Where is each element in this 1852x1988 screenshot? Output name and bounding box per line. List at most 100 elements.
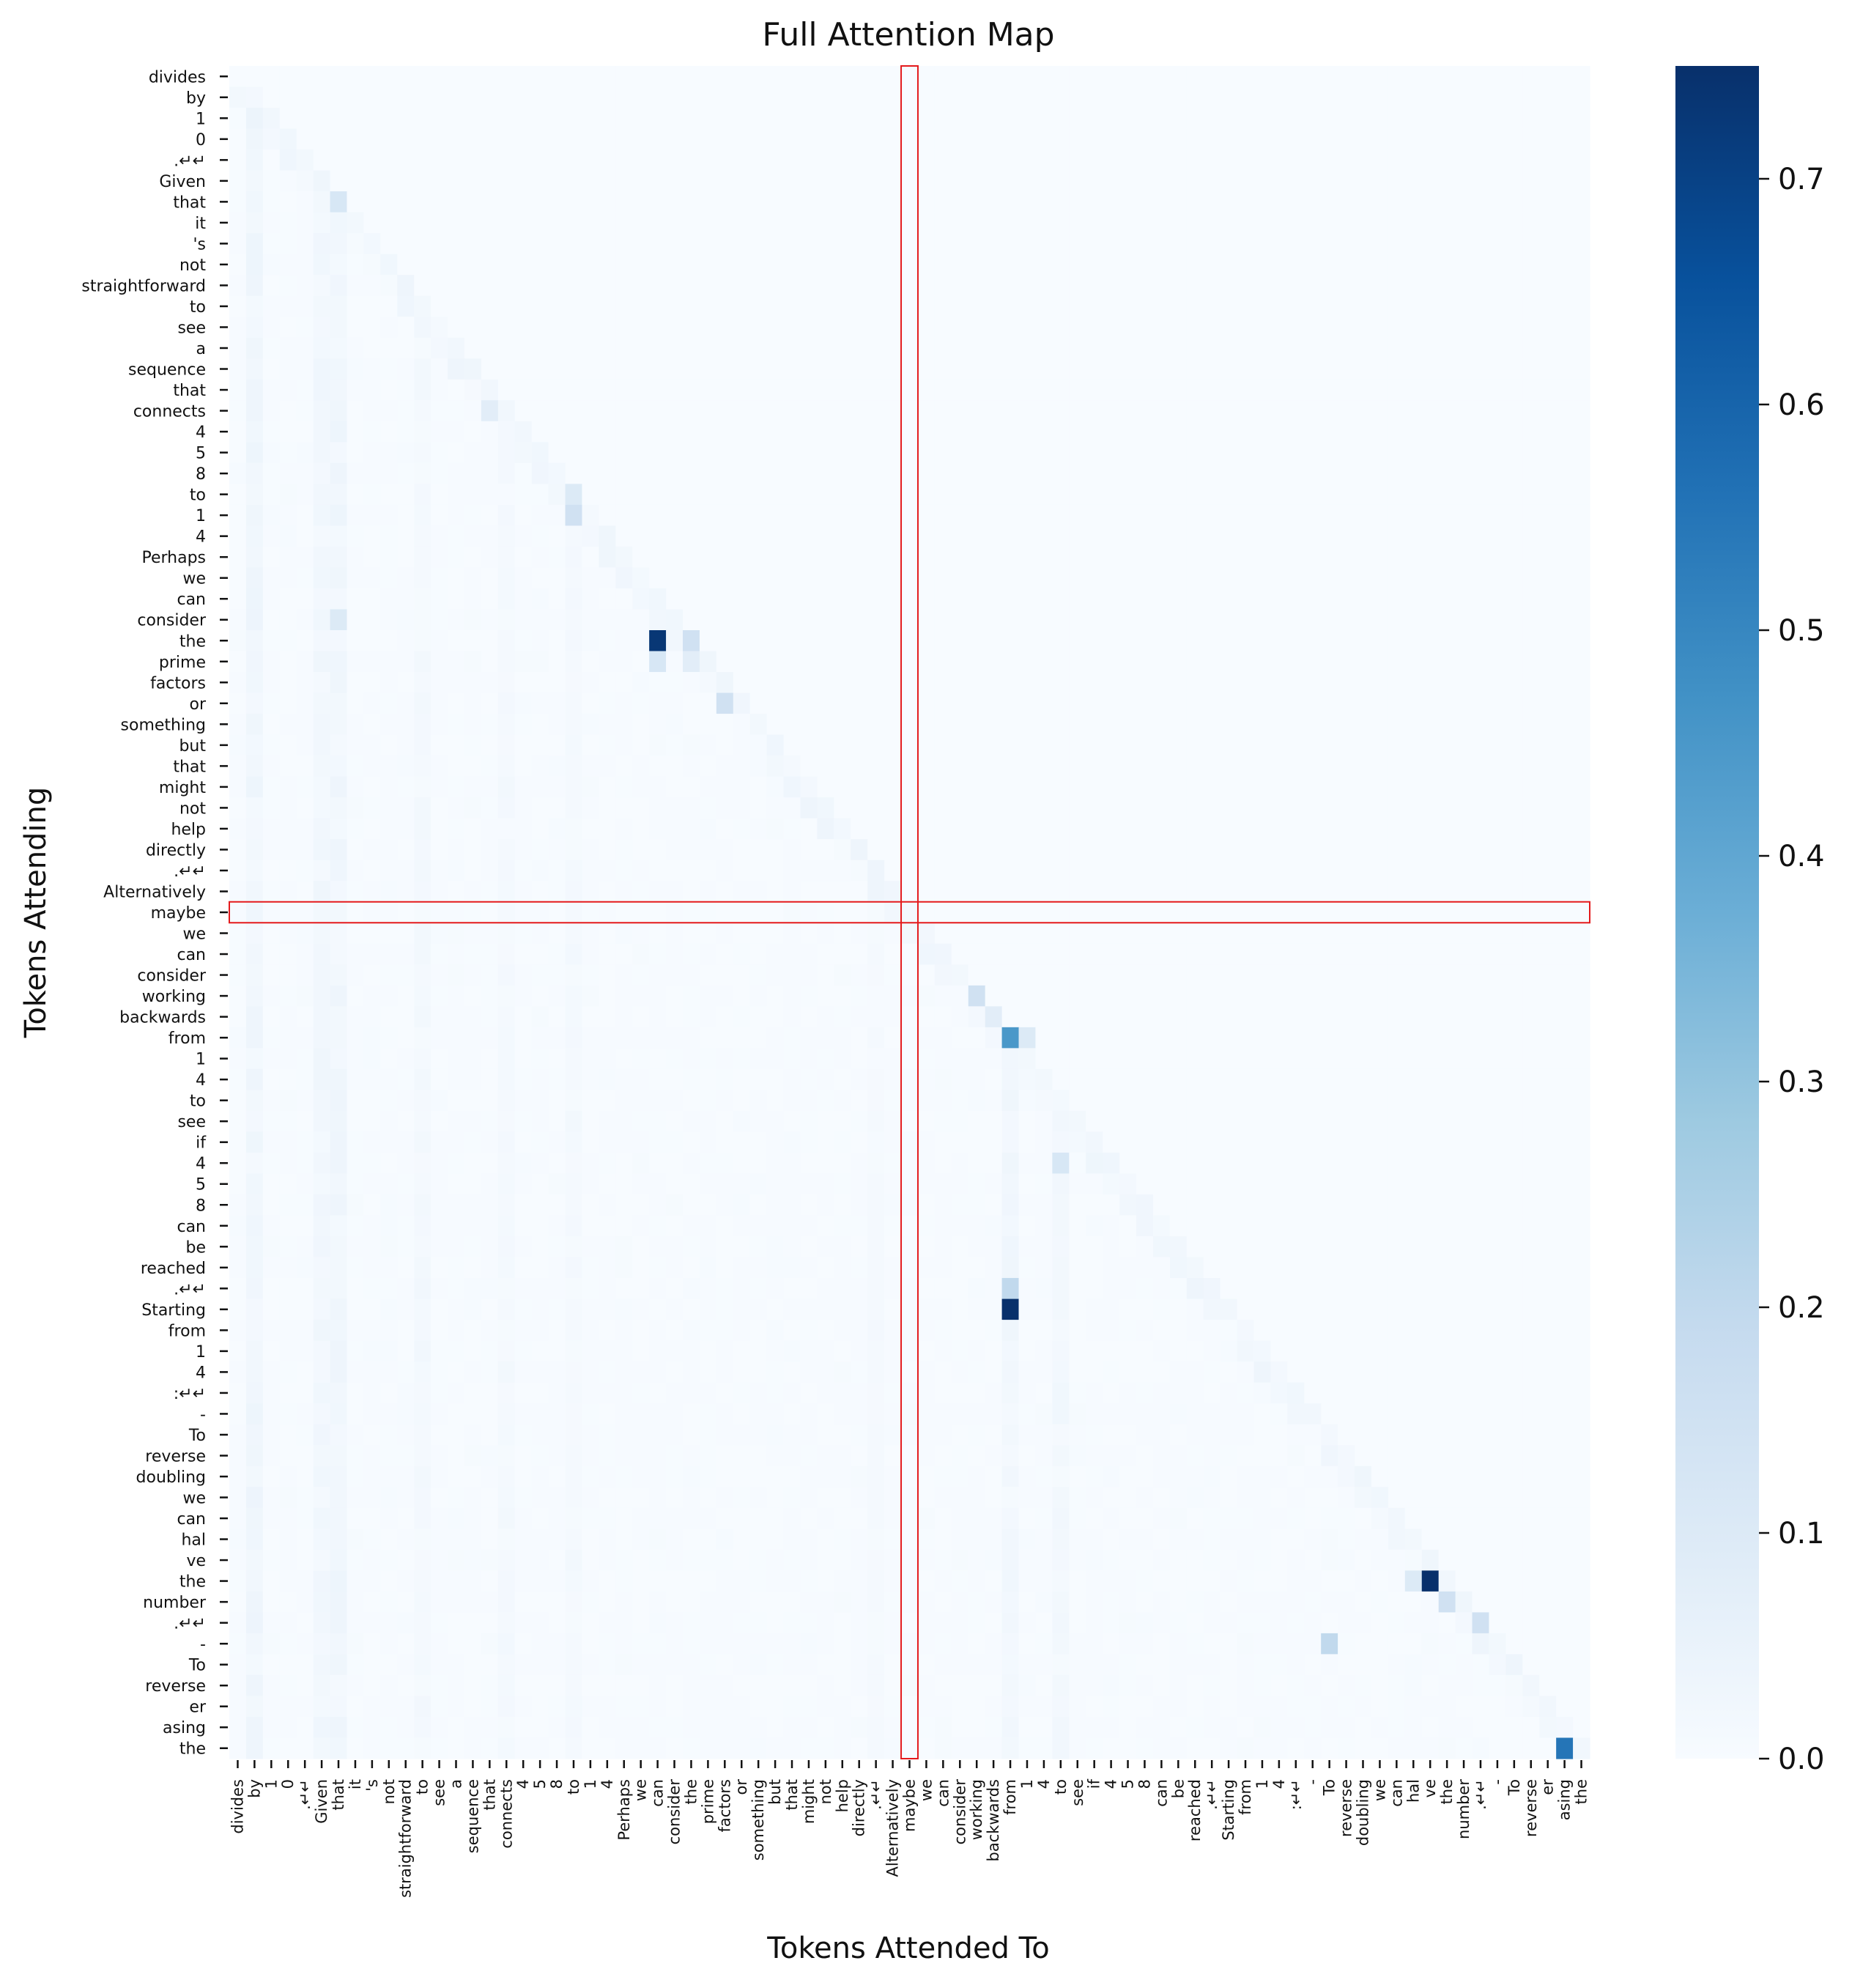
heatmap-cell bbox=[1186, 337, 1204, 359]
heatmap-cell bbox=[1018, 692, 1037, 714]
heatmap-cell bbox=[1321, 86, 1338, 108]
heatmap-cell bbox=[1438, 839, 1456, 861]
heatmap-cell bbox=[917, 525, 936, 547]
heatmap-cell bbox=[1287, 1027, 1305, 1049]
heatmap-cell bbox=[1489, 108, 1506, 130]
heatmap-cell bbox=[497, 317, 516, 339]
heatmap-cell bbox=[1321, 881, 1338, 903]
heatmap-cell bbox=[800, 1278, 818, 1300]
heatmap-cell bbox=[699, 191, 717, 213]
heatmap-cell bbox=[1338, 317, 1355, 339]
heatmap-cell bbox=[1220, 881, 1238, 903]
heatmap-cell bbox=[1119, 442, 1137, 464]
heatmap-cell bbox=[464, 651, 482, 673]
heatmap-cell bbox=[666, 108, 684, 130]
heatmap-cell bbox=[1052, 567, 1070, 589]
heatmap-cell bbox=[1237, 588, 1255, 610]
heatmap-cell bbox=[1355, 1110, 1372, 1133]
heatmap-cell bbox=[867, 442, 885, 464]
heatmap-cell bbox=[1001, 1278, 1020, 1300]
heatmap-cell bbox=[766, 108, 785, 130]
heatmap-cell bbox=[599, 254, 616, 276]
heatmap-cell bbox=[968, 66, 986, 88]
heatmap-cell bbox=[397, 567, 415, 589]
heatmap-cell bbox=[985, 818, 1003, 840]
heatmap-cell bbox=[867, 546, 885, 569]
heatmap-cell bbox=[1018, 66, 1037, 88]
heatmap-cell bbox=[1103, 797, 1120, 819]
heatmap-cell bbox=[716, 755, 734, 777]
heatmap-cell bbox=[1119, 254, 1137, 276]
heatmap-cell bbox=[1522, 1320, 1540, 1342]
heatmap-cell bbox=[834, 1110, 851, 1133]
heatmap-cell bbox=[497, 128, 516, 150]
heatmap-cell bbox=[565, 714, 583, 736]
heatmap-cell bbox=[548, 818, 566, 840]
heatmap-cell bbox=[1505, 692, 1523, 714]
heatmap-cell bbox=[968, 525, 986, 547]
heatmap-cell bbox=[448, 317, 465, 339]
heatmap-cell bbox=[1355, 1090, 1372, 1112]
heatmap-cell bbox=[1455, 66, 1473, 88]
heatmap-cell bbox=[968, 254, 986, 276]
heatmap-cell bbox=[632, 484, 650, 506]
heatmap-cell bbox=[1472, 442, 1490, 464]
heatmap-cell bbox=[363, 149, 381, 171]
heatmap-cell bbox=[1270, 630, 1288, 652]
heatmap-cell bbox=[1001, 337, 1020, 359]
heatmap-cell bbox=[1573, 964, 1590, 986]
heatmap-cell bbox=[296, 212, 314, 234]
heatmap-cell bbox=[1136, 1068, 1154, 1091]
heatmap-cell bbox=[800, 1298, 818, 1320]
heatmap-cell bbox=[1355, 943, 1372, 965]
heatmap-cell bbox=[1001, 149, 1020, 171]
heatmap-cell bbox=[1539, 1048, 1557, 1070]
heatmap-cell bbox=[1355, 254, 1372, 276]
heatmap-cell bbox=[1069, 1320, 1086, 1342]
heatmap-cell bbox=[1220, 734, 1238, 756]
heatmap-cell bbox=[1018, 128, 1037, 150]
heatmap-cell bbox=[817, 108, 834, 130]
heatmap-cell bbox=[531, 1257, 549, 1279]
heatmap-cell bbox=[1556, 317, 1574, 339]
heatmap-cell bbox=[968, 609, 986, 631]
heatmap-cell bbox=[716, 546, 734, 569]
heatmap-cell bbox=[884, 1068, 902, 1091]
heatmap-cell bbox=[1304, 546, 1322, 569]
heatmap-cell bbox=[901, 484, 919, 506]
heatmap-cell bbox=[497, 1215, 516, 1237]
heatmap-cell bbox=[279, 609, 297, 631]
heatmap-cell bbox=[397, 1257, 415, 1279]
heatmap-cell bbox=[1539, 651, 1557, 673]
heatmap-cell bbox=[262, 191, 281, 213]
heatmap-cell bbox=[1069, 525, 1086, 547]
heatmap-cell bbox=[1001, 1215, 1020, 1237]
heatmap-cell bbox=[279, 1257, 297, 1279]
heatmap-cell bbox=[683, 1110, 700, 1133]
heatmap-cell bbox=[1472, 358, 1490, 380]
heatmap-cell bbox=[1001, 400, 1020, 422]
heatmap-cell bbox=[245, 295, 264, 317]
heatmap-cell bbox=[1539, 1068, 1557, 1091]
heatmap-cell bbox=[1253, 1298, 1272, 1320]
heatmap-cell bbox=[296, 1048, 314, 1070]
heatmap-cell bbox=[565, 1340, 583, 1362]
heatmap-cell bbox=[565, 212, 583, 234]
heatmap-cell bbox=[565, 233, 583, 255]
heatmap-cell bbox=[1388, 943, 1406, 965]
heatmap-cell bbox=[1404, 1048, 1423, 1070]
heatmap-cell bbox=[867, 818, 885, 840]
heatmap-cell bbox=[1220, 1257, 1238, 1279]
heatmap-cell bbox=[1421, 212, 1440, 234]
heatmap-cell bbox=[851, 317, 868, 339]
heatmap-cell bbox=[851, 776, 868, 798]
heatmap-cell bbox=[262, 1215, 281, 1237]
heatmap-cell bbox=[1455, 1194, 1473, 1216]
heatmap-cell bbox=[1035, 1131, 1053, 1153]
heatmap-cell bbox=[800, 734, 818, 756]
heatmap-cell bbox=[380, 128, 398, 150]
heatmap-cell bbox=[481, 442, 499, 464]
heatmap-cell bbox=[548, 358, 566, 380]
heatmap-cell bbox=[783, 818, 801, 840]
heatmap-cell bbox=[1069, 1068, 1086, 1091]
